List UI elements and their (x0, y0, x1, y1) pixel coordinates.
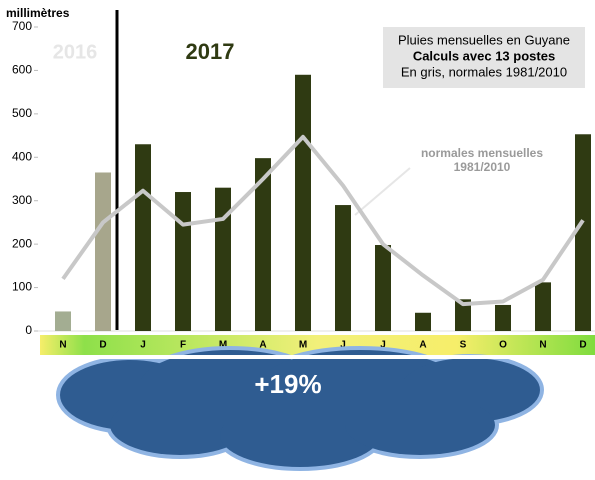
bar (215, 188, 231, 331)
bar (375, 245, 391, 331)
x-tick-label: F (180, 340, 186, 351)
x-tick-label: J (140, 340, 146, 351)
bar (415, 313, 431, 331)
x-tick-label: A (419, 340, 426, 351)
bar (55, 311, 71, 331)
x-tick-label: O (499, 340, 507, 351)
x-tick-label: M (299, 340, 307, 351)
y-tick-label: 0 (25, 323, 32, 337)
year-label: 2016 (53, 41, 98, 63)
bar (95, 172, 111, 331)
y-tick-label: 600 (12, 63, 32, 77)
chart: millimètres Pluies mensuelles en Guyane … (0, 0, 595, 475)
strip-gap (40, 355, 595, 359)
y-label: millimètres (6, 6, 70, 20)
y-tick-label: 100 (12, 280, 32, 294)
annotation: normales mensuelles (421, 146, 543, 160)
x-tick-label: D (579, 340, 586, 351)
y-tick-label: 700 (12, 19, 32, 33)
box-line: Calculs avec 13 postes (413, 48, 555, 63)
box-line: En gris, normales 1981/2010 (401, 64, 567, 79)
cloud-text: +19% (254, 369, 321, 399)
annotation: 1981/2010 (454, 160, 511, 174)
y-tick-label: 500 (12, 106, 32, 120)
box-line: Pluies mensuelles en Guyane (398, 32, 570, 47)
bar (535, 282, 551, 331)
bar (175, 192, 191, 331)
x-tick-label: D (99, 340, 106, 351)
annotation-connector (355, 168, 410, 215)
year-label: 2017 (186, 39, 235, 64)
bar (295, 75, 311, 331)
bar (135, 144, 151, 331)
x-tick-label: N (59, 340, 66, 351)
bar (495, 305, 511, 331)
bar (335, 205, 351, 331)
x-tick-label: N (539, 340, 546, 351)
bar (575, 134, 591, 331)
y-tick-label: 400 (12, 149, 32, 163)
y-tick-label: 300 (12, 193, 32, 207)
y-tick-label: 200 (12, 236, 32, 250)
x-tick-label: S (460, 340, 467, 351)
